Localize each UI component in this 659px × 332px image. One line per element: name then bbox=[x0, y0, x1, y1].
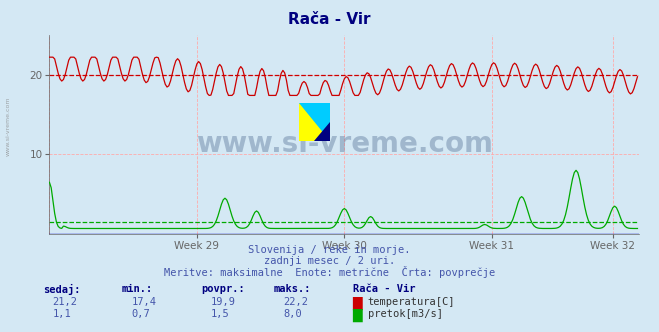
Text: 17,4: 17,4 bbox=[132, 297, 157, 307]
Text: www.si-vreme.com: www.si-vreme.com bbox=[196, 130, 493, 158]
Text: Meritve: maksimalne  Enote: metrične  Črta: povprečje: Meritve: maksimalne Enote: metrične Črta… bbox=[164, 266, 495, 278]
Text: █: █ bbox=[353, 309, 362, 322]
Text: zadnji mesec / 2 uri.: zadnji mesec / 2 uri. bbox=[264, 256, 395, 266]
Text: maks.:: maks.: bbox=[273, 284, 311, 294]
Text: min.:: min.: bbox=[122, 284, 153, 294]
Polygon shape bbox=[299, 103, 330, 141]
Text: www.si-vreme.com: www.si-vreme.com bbox=[5, 96, 11, 156]
Text: Rača - Vir: Rača - Vir bbox=[288, 12, 371, 27]
Text: sedaj:: sedaj: bbox=[43, 284, 80, 295]
Polygon shape bbox=[314, 122, 330, 141]
Text: 8,0: 8,0 bbox=[283, 309, 302, 319]
Text: 19,9: 19,9 bbox=[211, 297, 236, 307]
Text: █: █ bbox=[353, 297, 362, 310]
Text: temperatura[C]: temperatura[C] bbox=[368, 297, 455, 307]
Text: pretok[m3/s]: pretok[m3/s] bbox=[368, 309, 443, 319]
Text: 21,2: 21,2 bbox=[53, 297, 78, 307]
Text: 1,1: 1,1 bbox=[53, 309, 71, 319]
Text: Rača - Vir: Rača - Vir bbox=[353, 284, 415, 294]
Text: povpr.:: povpr.: bbox=[201, 284, 244, 294]
Text: Slovenija / reke in morje.: Slovenija / reke in morje. bbox=[248, 245, 411, 255]
Text: 22,2: 22,2 bbox=[283, 297, 308, 307]
Text: 1,5: 1,5 bbox=[211, 309, 229, 319]
Text: 0,7: 0,7 bbox=[132, 309, 150, 319]
